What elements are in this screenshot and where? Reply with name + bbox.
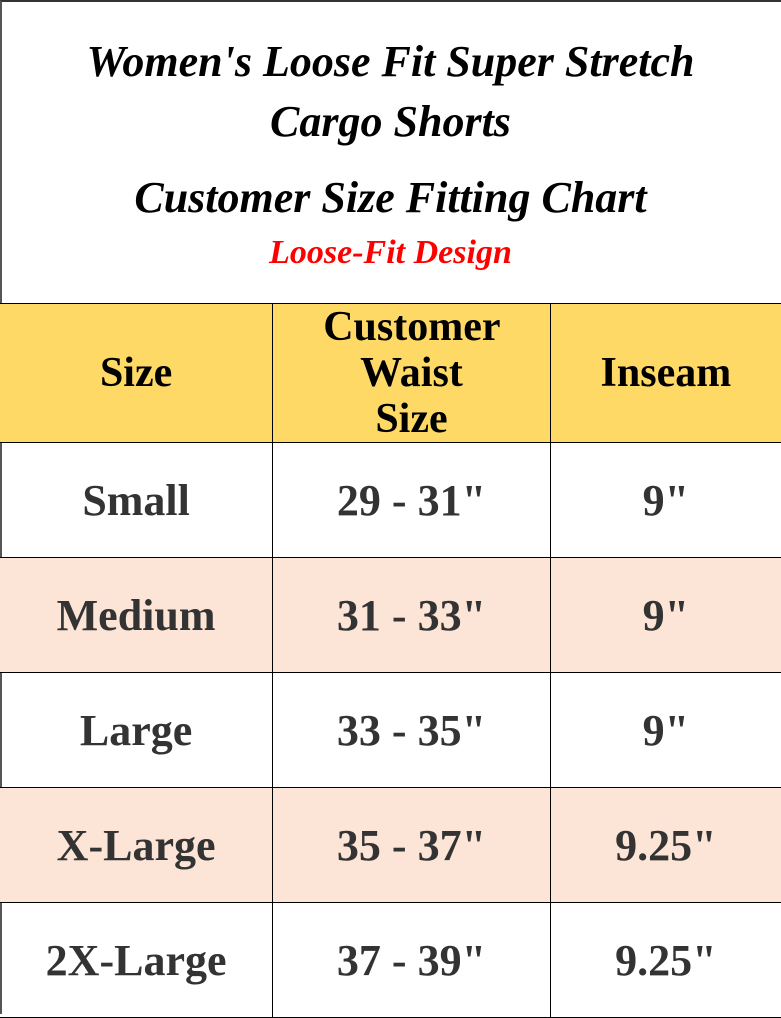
table-row: 2X-Large 37 - 39" 9.25" — [0, 902, 781, 1018]
cell-size: Medium — [0, 557, 274, 673]
cell-inseam: 9" — [549, 672, 781, 788]
cell-waist: 37 - 39" — [272, 902, 551, 1018]
cell-size: Small — [0, 442, 274, 558]
cell-waist: 33 - 35" — [272, 672, 551, 788]
size-table: Size Customer Waist Size Inseam Small 29… — [0, 303, 781, 1018]
title-area: Women's Loose Fit Super Stretch Cargo Sh… — [0, 0, 781, 303]
table-row: Small 29 - 31" 9" — [0, 442, 781, 558]
table-header-row: Size Customer Waist Size Inseam — [0, 303, 781, 443]
table-row: Large 33 - 35" 9" — [0, 672, 781, 788]
subtitle: Loose-Fit Design — [269, 234, 512, 271]
cell-size: X-Large — [0, 787, 274, 903]
cell-size: 2X-Large — [0, 902, 274, 1018]
table-row: Medium 31 - 33" 9" — [0, 557, 781, 673]
header-waist: Customer Waist Size — [272, 303, 551, 443]
cell-size: Large — [0, 672, 274, 788]
cell-inseam: 9" — [549, 442, 781, 558]
cell-inseam: 9.25" — [549, 902, 781, 1018]
cell-waist: 31 - 33" — [272, 557, 551, 673]
header-inseam: Inseam — [549, 303, 781, 443]
header-size: Size — [0, 303, 274, 443]
cell-inseam: 9.25" — [549, 787, 781, 903]
cell-inseam: 9" — [549, 557, 781, 673]
cell-waist: 29 - 31" — [272, 442, 551, 558]
title-line-2: Cargo Shorts — [270, 97, 511, 146]
cell-waist: 35 - 37" — [272, 787, 551, 903]
title-line-3: Customer Size Fitting Chart — [134, 173, 647, 222]
table-row: X-Large 35 - 37" 9.25" — [0, 787, 781, 903]
title-line-1: Women's Loose Fit Super Stretch — [86, 37, 695, 86]
